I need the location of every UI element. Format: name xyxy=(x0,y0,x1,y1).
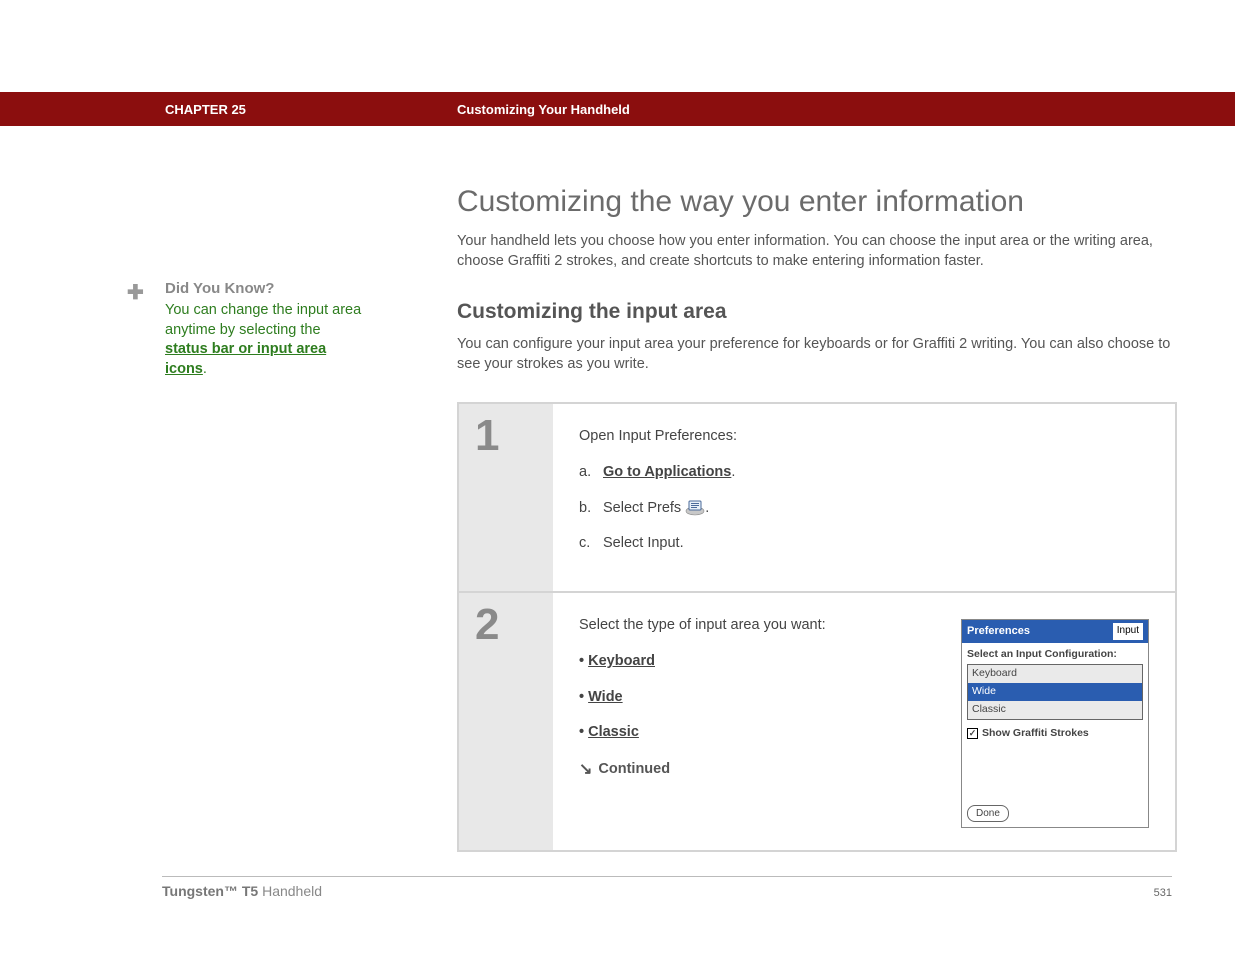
step-row: 2 Select the type of input area you want… xyxy=(459,593,1175,850)
option-wide: Wide xyxy=(579,687,941,709)
step-body: Open Input Preferences: a. Go to Applica… xyxy=(553,404,1175,591)
shot-checkbox-icon: ✓ xyxy=(967,728,978,739)
chapter-header-bar: CHAPTER 25 Customizing Your Handheld xyxy=(0,92,1235,126)
wide-link[interactable]: Wide xyxy=(588,689,623,705)
shot-option-classic: Classic xyxy=(968,701,1142,719)
option-list: Keyboard Wide Classic xyxy=(579,651,941,744)
product-name-rest: Handheld xyxy=(258,883,322,899)
product-name-bold: Tungsten™ T5 xyxy=(162,883,258,899)
dyk-body: You can change the input area anytime by… xyxy=(165,301,367,379)
shot-listbox: Keyboard Wide Classic xyxy=(967,664,1143,719)
substep-a: a. Go to Applications. xyxy=(579,462,1149,484)
step-row: 1 Open Input Preferences: a. Go to Appli… xyxy=(459,404,1175,591)
shot-subtitle: Select an Input Configuration: xyxy=(962,643,1148,665)
footer-rule xyxy=(162,876,1172,877)
sidebar-tip: ✚ Did You Know? You can change the input… xyxy=(127,280,367,379)
step-number: 2 xyxy=(459,593,553,850)
substep-label: c. xyxy=(579,533,597,555)
substep-a-after: . xyxy=(731,464,735,480)
continued-indicator: ↘ Continued xyxy=(579,758,941,782)
shot-checkbox-label: Show Graffiti Strokes xyxy=(982,726,1089,742)
go-to-applications-link[interactable]: Go to Applications xyxy=(603,464,731,480)
intro-paragraph: Your handheld lets you choose how you en… xyxy=(457,231,1177,272)
prefs-icon xyxy=(685,500,705,516)
dyk-link[interactable]: status bar or input area icons xyxy=(165,341,326,377)
keyboard-link[interactable]: Keyboard xyxy=(588,653,655,669)
page-number: 531 xyxy=(1154,887,1172,899)
shot-done-row: Done xyxy=(967,805,1143,822)
step-instruction: Select the type of input area you want: xyxy=(579,615,941,637)
substep-c: c. Select Input. xyxy=(579,533,1149,555)
shot-titlebar: Preferences Input xyxy=(962,620,1148,643)
substep-list: a. Go to Applications. b. Select Prefs xyxy=(579,462,1149,555)
section-paragraph: You can configure your input area your p… xyxy=(457,334,1177,375)
plus-icon: ✚ xyxy=(127,283,144,303)
dyk-text-prefix: You can change the input area anytime by… xyxy=(165,302,361,338)
substep-c-text: Select Input. xyxy=(603,533,684,555)
dyk-text-suffix: . xyxy=(203,361,207,377)
page-footer: Tungsten™ T5 Handheld 531 xyxy=(162,883,1172,899)
preferences-screenshot: Preferences Input Select an Input Config… xyxy=(961,619,1149,828)
shot-spacer xyxy=(962,747,1148,801)
dyk-heading: Did You Know? xyxy=(165,280,367,297)
shot-title-right: Input xyxy=(1113,623,1143,640)
substep-b: b. Select Prefs xyxy=(579,498,1149,520)
option-keyboard: Keyboard xyxy=(579,651,941,673)
substep-label: b. xyxy=(579,498,597,520)
shot-title-text: Preferences xyxy=(967,623,1030,640)
substep-b-text: Select Prefs xyxy=(603,500,685,516)
product-name: Tungsten™ T5 Handheld xyxy=(162,883,322,899)
page-title: Customizing the way you enter informatio… xyxy=(457,185,1177,219)
main-content: Customizing the way you enter informatio… xyxy=(457,185,1177,852)
step-body: Select the type of input area you want: … xyxy=(553,593,1175,850)
classic-link[interactable]: Classic xyxy=(588,724,639,740)
shot-done-button: Done xyxy=(967,805,1009,822)
chapter-title: Customizing Your Handheld xyxy=(457,102,630,117)
section-heading: Customizing the input area xyxy=(457,300,1177,324)
steps-container: 1 Open Input Preferences: a. Go to Appli… xyxy=(457,402,1177,852)
option-classic: Classic xyxy=(579,722,941,744)
shot-checkbox-row: ✓ Show Graffiti Strokes xyxy=(962,724,1148,748)
substep-label: a. xyxy=(579,462,597,484)
shot-option-wide: Wide xyxy=(968,683,1142,701)
shot-option-keyboard: Keyboard xyxy=(968,665,1142,683)
continued-arrow-icon: ↘ xyxy=(579,758,592,782)
step-number: 1 xyxy=(459,404,553,591)
chapter-label: CHAPTER 25 xyxy=(165,102,246,117)
substep-b-after: . xyxy=(705,500,709,516)
continued-label: Continued xyxy=(598,759,670,781)
step-instruction: Open Input Preferences: xyxy=(579,426,1149,448)
